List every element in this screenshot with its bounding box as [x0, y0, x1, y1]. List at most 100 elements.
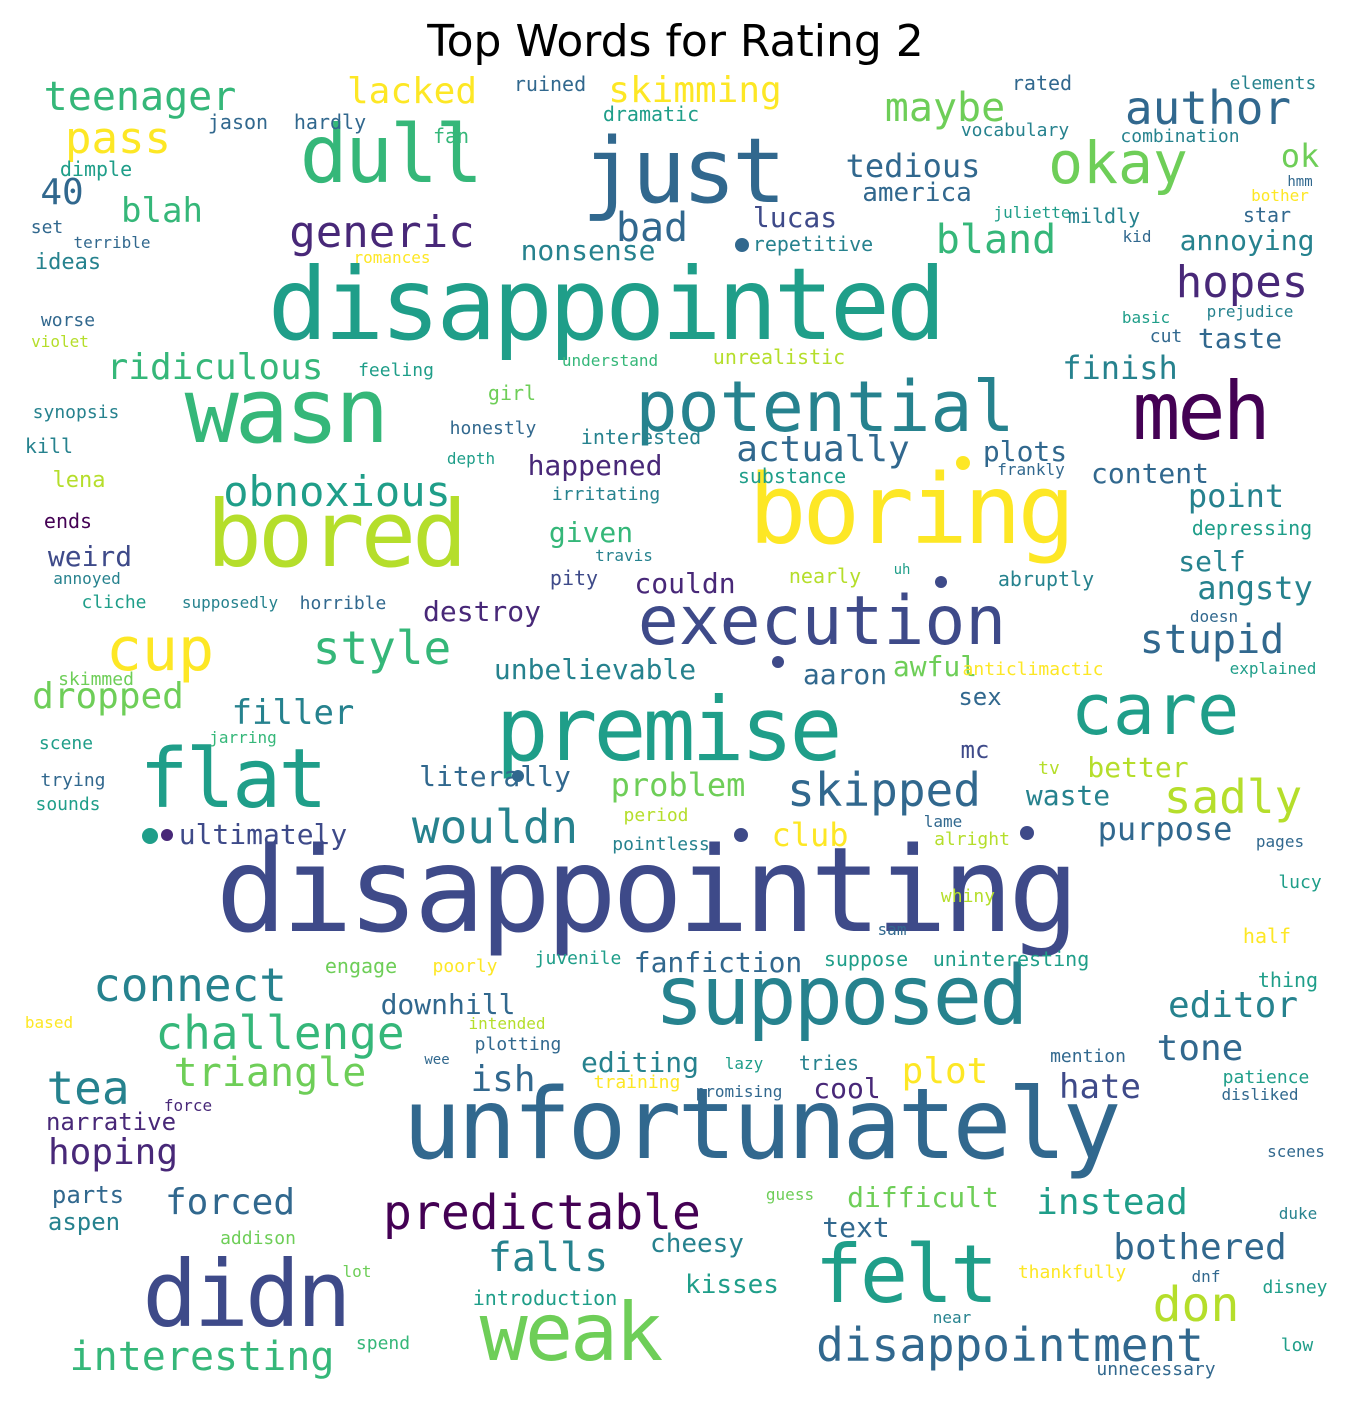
word-given: given — [548, 516, 634, 549]
word-hmm: hmm — [1287, 174, 1313, 190]
word-club: club — [771, 816, 849, 854]
word-ideas: ideas — [34, 250, 102, 275]
word-disappointment: disappointment — [816, 1318, 1204, 1372]
word-nonsense: nonsense — [520, 234, 656, 267]
word-engage: engage — [324, 954, 398, 978]
word-unfortunately: unfortunately — [402, 1068, 1121, 1182]
word-dramatic: dramatic — [602, 102, 700, 126]
word-addison: addison — [220, 1228, 296, 1249]
word-training: training — [593, 1072, 681, 1093]
word-didn: didn — [142, 1241, 352, 1348]
word-duke: duke — [1278, 1204, 1318, 1223]
word-editor: editor — [1167, 985, 1299, 1026]
word-ish: ish — [470, 1059, 536, 1100]
word-bother: bother — [1251, 186, 1309, 205]
word-dropped: dropped — [32, 676, 184, 717]
word-star: star — [1242, 203, 1292, 227]
word-intended: intended — [468, 1014, 546, 1033]
word-pages: pages — [1255, 832, 1305, 851]
word-trying: trying — [40, 770, 106, 791]
word-plot: plot — [901, 1051, 989, 1092]
word-flat: flat — [139, 732, 327, 827]
word-juliette: juliette — [993, 203, 1071, 222]
word-depressing: depressing — [1191, 516, 1313, 540]
word-disney: disney — [1262, 1277, 1328, 1298]
word-poorly: poorly — [432, 956, 498, 977]
word-pity: pity — [549, 566, 599, 590]
word-text: text — [822, 1211, 890, 1244]
word-finish: finish — [1062, 349, 1178, 387]
word-near: near — [932, 1308, 972, 1327]
word-self: self — [1178, 545, 1246, 578]
word-plotting: plotting — [474, 1034, 562, 1055]
word-bad: bad — [615, 205, 689, 251]
word-sam: sam — [877, 920, 907, 939]
word-dimple: dimple — [59, 157, 133, 181]
word-blah: blah — [121, 191, 203, 231]
word-dnf: dnf — [1191, 1267, 1221, 1286]
word-jarring: jarring — [209, 728, 277, 747]
word-lena: lena — [52, 468, 106, 493]
word-lame: lame — [923, 812, 963, 831]
word-ok: ok — [1280, 137, 1320, 175]
word-unrealistic: unrealistic — [712, 345, 846, 369]
word-kisses: kisses — [685, 1270, 779, 1300]
word-unnecessary: unnecessary — [1096, 1359, 1216, 1380]
word-maybe: maybe — [884, 85, 1006, 131]
word-worse: worse — [40, 310, 96, 331]
word-wouldn: wouldn — [411, 800, 579, 854]
word-force: force — [163, 1096, 213, 1115]
word-sex: sex — [958, 683, 1002, 711]
word-bothered: bothered — [1113, 1227, 1287, 1268]
word-hate: hate — [1059, 1067, 1141, 1107]
word-substance: substance — [737, 464, 847, 488]
word-bored: bored — [206, 481, 468, 588]
word-meh: meh — [1132, 365, 1270, 458]
word-awful: awful — [892, 650, 978, 683]
word-scenes: scenes — [1267, 1142, 1325, 1161]
word-violet: violet — [31, 332, 89, 351]
word-scene: scene — [38, 733, 94, 754]
word-editing: editing — [580, 1046, 700, 1079]
word-weird: weird — [47, 540, 133, 573]
word-hardly: hardly — [293, 110, 367, 134]
word-ruined: ruined — [513, 72, 587, 96]
dot-mark — [935, 576, 947, 588]
word-interesting: interesting — [69, 1334, 335, 1380]
word-suppose: suppose — [823, 947, 909, 971]
word-abruptly: abruptly — [997, 567, 1095, 591]
word-america: america — [862, 178, 972, 208]
dot-mark — [512, 770, 524, 782]
word-lazy: lazy — [724, 1054, 764, 1073]
word-better: better — [1087, 751, 1189, 784]
word-okay: okay — [1048, 129, 1188, 197]
word-patience: patience — [1222, 1067, 1310, 1088]
word-tries: tries — [798, 1051, 860, 1075]
word-doesn: doesn — [1189, 607, 1239, 626]
word-sounds: sounds — [35, 794, 101, 815]
word-premise: premise — [495, 678, 843, 781]
word-lot: lot — [342, 1262, 372, 1281]
word-depth: depth — [446, 449, 496, 468]
dot-mark — [142, 828, 158, 844]
word-bland: bland — [935, 217, 1057, 263]
word-girl: girl — [487, 381, 537, 405]
word-thankfully: thankfully — [1017, 1262, 1127, 1283]
word-destroy: destroy — [422, 595, 542, 628]
word-cliche: cliche — [81, 592, 147, 613]
chart-title: Top Words for Rating 2 — [427, 16, 924, 67]
word-anticlimactic: anticlimactic — [962, 659, 1104, 680]
word-generic: generic — [289, 207, 475, 258]
word-basic: basic — [1121, 308, 1171, 327]
word-cup: cup — [105, 615, 215, 685]
word-author: author — [1124, 81, 1292, 135]
word-feeling: feeling — [358, 360, 434, 381]
word-actually: actually — [736, 429, 910, 470]
word-supposedly: supposedly — [181, 593, 279, 612]
word-combination: combination — [1120, 126, 1240, 147]
word-prejudice: prejudice — [1206, 302, 1294, 321]
word-care: care — [1070, 669, 1240, 751]
word-parts: parts — [51, 1181, 125, 1209]
word-vocabulary: vocabulary — [960, 120, 1070, 141]
